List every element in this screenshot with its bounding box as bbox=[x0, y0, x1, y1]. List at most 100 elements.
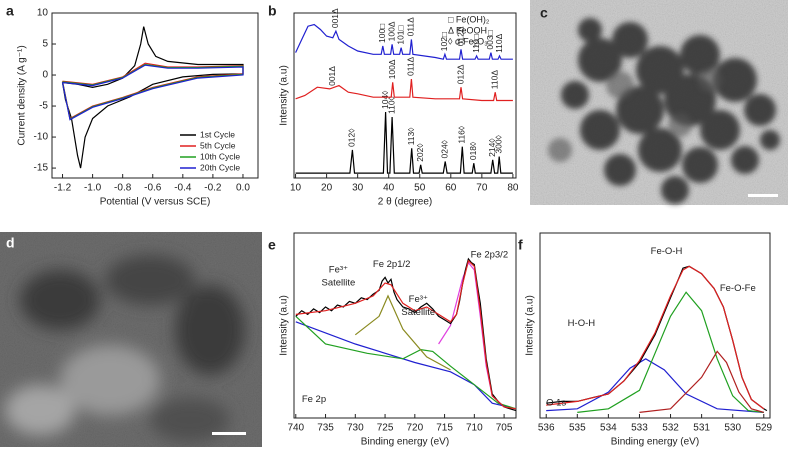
x-tick-label: 720 bbox=[406, 423, 423, 434]
x-axis-label: Potential (V versus SCE) bbox=[100, 197, 211, 208]
x-tick-label: 710 bbox=[466, 423, 483, 434]
legend-label: 10th Cycle bbox=[200, 151, 240, 161]
plot-frame bbox=[293, 12, 517, 179]
series-line bbox=[295, 111, 513, 174]
x-tick-label: 705 bbox=[496, 423, 513, 434]
series-line bbox=[295, 315, 517, 410]
scale-bar bbox=[212, 432, 246, 435]
plot-frame bbox=[293, 232, 517, 419]
y-axis-label: Intensity (a.u) bbox=[279, 295, 290, 356]
series-line bbox=[577, 291, 764, 413]
x-tick-label: 0.0 bbox=[236, 183, 250, 194]
peak-label: 300◊ bbox=[493, 134, 503, 153]
series-line bbox=[61, 64, 244, 121]
peak-label: 100□ bbox=[377, 24, 387, 43]
annotation: Fe-O-Fe bbox=[720, 283, 756, 294]
peak-label: 024◊ bbox=[439, 139, 449, 158]
panel-label: e bbox=[268, 237, 276, 253]
x-tick-label: 70 bbox=[476, 183, 488, 194]
x-tick-label: 536 bbox=[538, 423, 555, 434]
x-tick-label: 533 bbox=[631, 423, 648, 434]
annotation: Satellite bbox=[321, 277, 355, 288]
chart: 10 20 30 40 50 60 70 80 2 θ (degree) Intensity (a… bbox=[279, 8, 519, 208]
x-tick-label: 725 bbox=[377, 423, 394, 434]
x-axis-label: Binding energy (eV) bbox=[611, 437, 699, 447]
x-tick-label: 60 bbox=[445, 183, 457, 194]
y-tick-label: -10 bbox=[34, 132, 49, 143]
peak-label: 101□ bbox=[395, 25, 405, 44]
x-tick-label: 50 bbox=[414, 183, 426, 194]
series-line bbox=[295, 259, 517, 410]
peak-label: 110□ bbox=[471, 34, 481, 53]
series-line bbox=[546, 358, 764, 413]
peak-label: 018◊ bbox=[468, 141, 478, 160]
series-line bbox=[295, 321, 517, 410]
legend-label: 5th Cycle bbox=[200, 140, 236, 150]
x-tick-label: 30 bbox=[352, 183, 364, 194]
peak-label: 001Δ bbox=[327, 66, 337, 86]
peak-label: 102□ bbox=[439, 32, 449, 51]
peak-label: 011Δ bbox=[406, 56, 416, 76]
peak-label: 110Δ bbox=[489, 70, 499, 90]
x-tick-label: -0.4 bbox=[174, 183, 192, 194]
annotation: Fe 2p1/2 bbox=[373, 259, 411, 270]
peak-label: 110Δ bbox=[494, 33, 504, 53]
x-tick-label: 715 bbox=[436, 423, 453, 434]
panel-label: b bbox=[268, 3, 277, 19]
annotation: Fe 2p3/2 bbox=[471, 250, 509, 261]
peak-label: 011Δ bbox=[406, 17, 416, 37]
plot-frame bbox=[539, 232, 771, 419]
series-line bbox=[295, 78, 513, 102]
y-axis-label: Intensity (a.u) bbox=[525, 295, 536, 356]
hrtem-image bbox=[0, 232, 262, 447]
panel-label: f bbox=[518, 237, 523, 253]
y-tick-label: 10 bbox=[37, 8, 49, 19]
phase-legend-label: Δ FeOOH bbox=[448, 25, 487, 35]
peak-label: 100Δ bbox=[386, 21, 396, 41]
chart: 740 735 730 725 720 715 710 705 Binding energy (… bbox=[279, 232, 517, 448]
peak-label: 100Δ bbox=[387, 59, 397, 79]
annotation: Satellite bbox=[401, 307, 435, 318]
chart: -1.2 -1.0 -0.8 -0.6 -0.4 -0.2 0.0 10 5 0 -5 -10 -15 P… bbox=[17, 8, 259, 208]
series-line bbox=[354, 294, 451, 371]
x-tick-label: 735 bbox=[317, 423, 334, 434]
peak-label: 012Δ bbox=[455, 64, 465, 84]
annotation: Fe³⁺ bbox=[329, 265, 348, 276]
x-axis-label: 2 θ (degree) bbox=[378, 197, 432, 208]
y-tick-label: 5 bbox=[42, 39, 48, 50]
peak-label: 116◊ bbox=[457, 125, 467, 144]
series-line bbox=[438, 261, 505, 408]
y-axis-label: Current density (A g⁻¹) bbox=[17, 45, 28, 145]
x-tick-label: 730 bbox=[347, 423, 364, 434]
legend-label: 1st Cycle bbox=[200, 129, 235, 139]
peak-label: 003□ bbox=[485, 30, 495, 49]
x-tick-label: 40 bbox=[383, 183, 395, 194]
x-tick-label: 534 bbox=[600, 423, 617, 434]
x-tick-label: 535 bbox=[569, 423, 586, 434]
legend-label: 20th Cycle bbox=[200, 162, 240, 172]
x-tick-label: -1.2 bbox=[54, 183, 72, 194]
plot-frame bbox=[51, 12, 259, 179]
x-tick-label: -0.6 bbox=[144, 183, 162, 194]
x-tick-label: 10 bbox=[290, 183, 302, 194]
series-line bbox=[295, 23, 513, 60]
peak-label: 012◊ bbox=[347, 128, 357, 147]
x-tick-label: -1.0 bbox=[84, 183, 102, 194]
panel-label: a bbox=[6, 3, 14, 19]
peak-label: 113◊ bbox=[406, 127, 416, 146]
panel-label: d bbox=[6, 235, 15, 251]
x-tick-label: -0.8 bbox=[114, 183, 132, 194]
x-tick-label: 80 bbox=[507, 183, 519, 194]
y-tick-label: 0 bbox=[42, 70, 48, 81]
peak-label: 012Δ bbox=[455, 26, 465, 46]
peak-label: 202◊ bbox=[415, 143, 425, 162]
series-line bbox=[61, 63, 244, 121]
annotation: O 1s bbox=[546, 398, 566, 409]
series-line bbox=[639, 350, 764, 413]
y-tick-label: -15 bbox=[34, 163, 49, 174]
x-axis-label: Binding energy (eV) bbox=[361, 437, 449, 447]
peak-label: 104◊ bbox=[380, 90, 390, 109]
x-tick-label: -0.2 bbox=[204, 183, 222, 194]
peak-label: 110◊ bbox=[386, 95, 396, 114]
